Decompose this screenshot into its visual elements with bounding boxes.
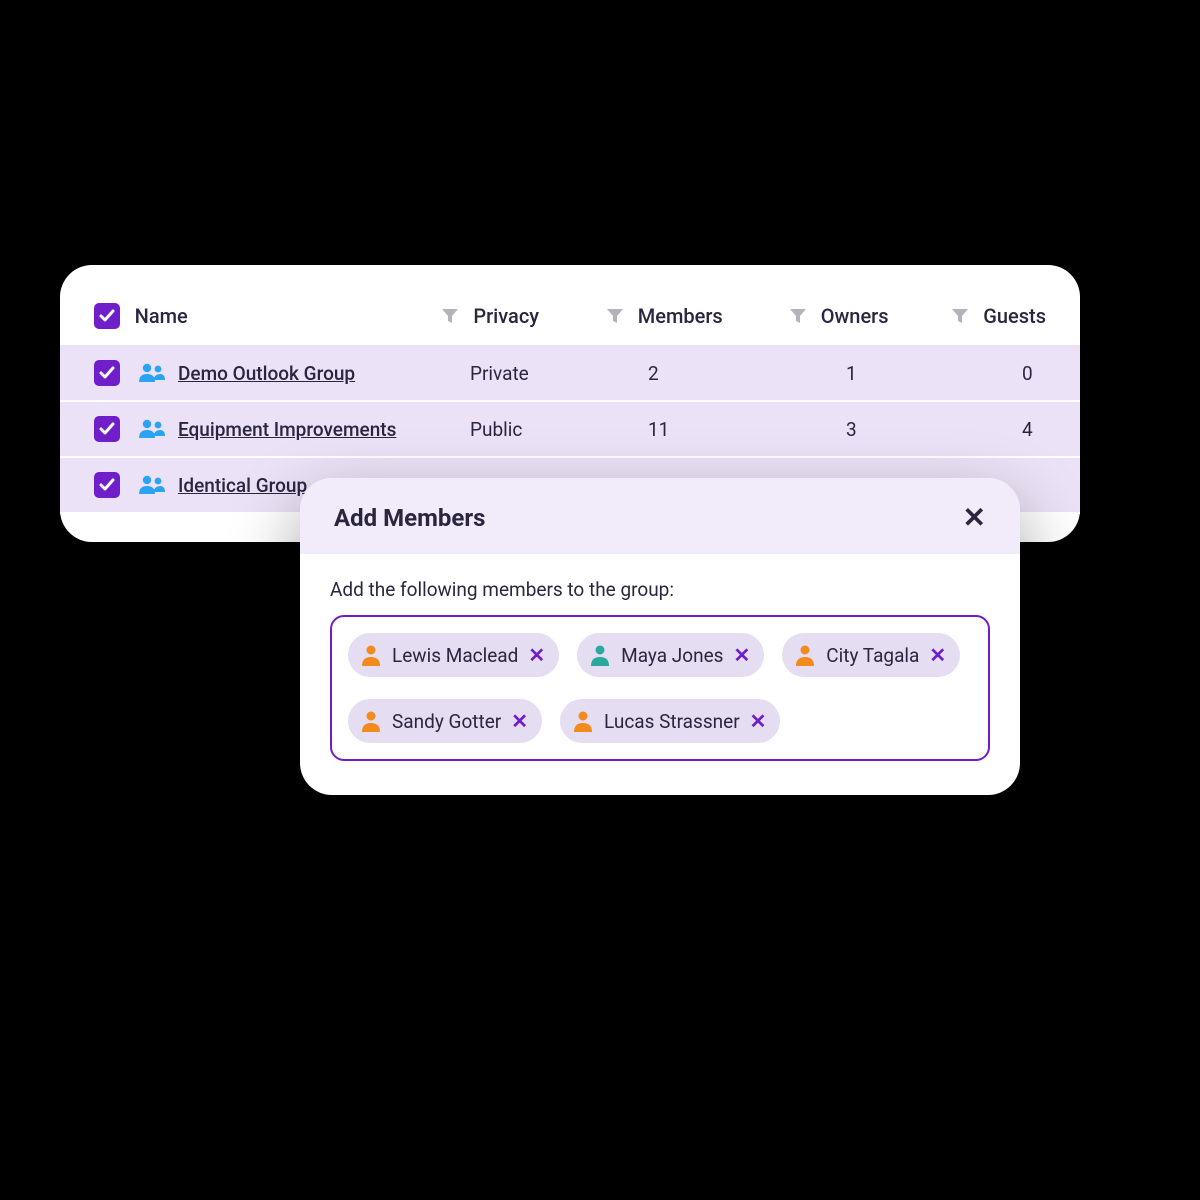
- column-header-guests[interactable]: Guests: [983, 304, 1046, 328]
- chip-label: Lucas Strassner: [604, 710, 740, 733]
- cell-privacy: Public: [470, 418, 522, 441]
- cell-members: 2: [648, 362, 659, 385]
- select-all-checkbox[interactable]: [94, 303, 120, 329]
- member-chip: Lewis Maclead ✕: [348, 633, 559, 677]
- remove-chip-icon[interactable]: ✕: [929, 643, 946, 667]
- person-icon: [589, 644, 611, 666]
- table-header-row: Name Privacy Members Owners Guests: [60, 303, 1080, 346]
- group-icon: [138, 474, 166, 496]
- group-icon: [138, 418, 166, 440]
- dialog-body: Add the following members to the group: …: [300, 554, 1020, 795]
- member-chip: Sandy Gotter ✕: [348, 699, 542, 743]
- filter-icon[interactable]: [951, 307, 969, 325]
- person-icon: [572, 710, 594, 732]
- column-header-members[interactable]: Members: [638, 304, 723, 328]
- dialog-title: Add Members: [334, 504, 485, 532]
- dialog-header: Add Members ✕: [300, 478, 1020, 554]
- add-members-dialog: Add Members ✕ Add the following members …: [300, 478, 1020, 795]
- table-row[interactable]: Equipment Improvements Public 11 3 4: [60, 402, 1080, 458]
- remove-chip-icon[interactable]: ✕: [528, 643, 545, 667]
- members-chip-input[interactable]: Lewis Maclead ✕ Maya Jones ✕ City Tagala…: [330, 615, 990, 761]
- table-row[interactable]: Demo Outlook Group Private 2 1 0: [60, 346, 1080, 402]
- chip-label: Lewis Maclead: [392, 644, 518, 667]
- chip-label: Sandy Gotter: [392, 710, 501, 733]
- member-chip: Maya Jones ✕: [577, 633, 764, 677]
- column-header-owners[interactable]: Owners: [821, 304, 889, 328]
- group-icon: [138, 362, 166, 384]
- column-header-name[interactable]: Name: [135, 304, 188, 328]
- cell-members: 11: [648, 418, 669, 441]
- cell-owners: 1: [846, 362, 857, 385]
- remove-chip-icon[interactable]: ✕: [734, 643, 751, 667]
- group-link[interactable]: Demo Outlook Group: [178, 362, 355, 385]
- remove-chip-icon[interactable]: ✕: [750, 709, 767, 733]
- filter-icon[interactable]: [789, 307, 807, 325]
- filter-icon[interactable]: [441, 307, 459, 325]
- cell-guests: 0: [1022, 362, 1033, 385]
- member-chip: City Tagala ✕: [782, 633, 960, 677]
- cell-owners: 3: [846, 418, 857, 441]
- filter-icon[interactable]: [606, 307, 624, 325]
- cell-privacy: Private: [470, 362, 529, 385]
- dialog-instruction: Add the following members to the group:: [330, 578, 990, 601]
- member-chip: Lucas Strassner ✕: [560, 699, 780, 743]
- column-header-privacy[interactable]: Privacy: [473, 304, 539, 328]
- person-icon: [360, 644, 382, 666]
- remove-chip-icon[interactable]: ✕: [511, 709, 528, 733]
- group-link[interactable]: Equipment Improvements: [178, 418, 396, 441]
- cell-guests: 4: [1022, 418, 1033, 441]
- row-checkbox[interactable]: [94, 360, 120, 386]
- row-checkbox[interactable]: [94, 416, 120, 442]
- close-icon[interactable]: ✕: [963, 504, 986, 532]
- chip-label: Maya Jones: [621, 644, 723, 667]
- person-icon: [794, 644, 816, 666]
- row-checkbox[interactable]: [94, 472, 120, 498]
- chip-label: City Tagala: [826, 644, 919, 667]
- person-icon: [360, 710, 382, 732]
- group-link[interactable]: Identical Group: [178, 474, 307, 497]
